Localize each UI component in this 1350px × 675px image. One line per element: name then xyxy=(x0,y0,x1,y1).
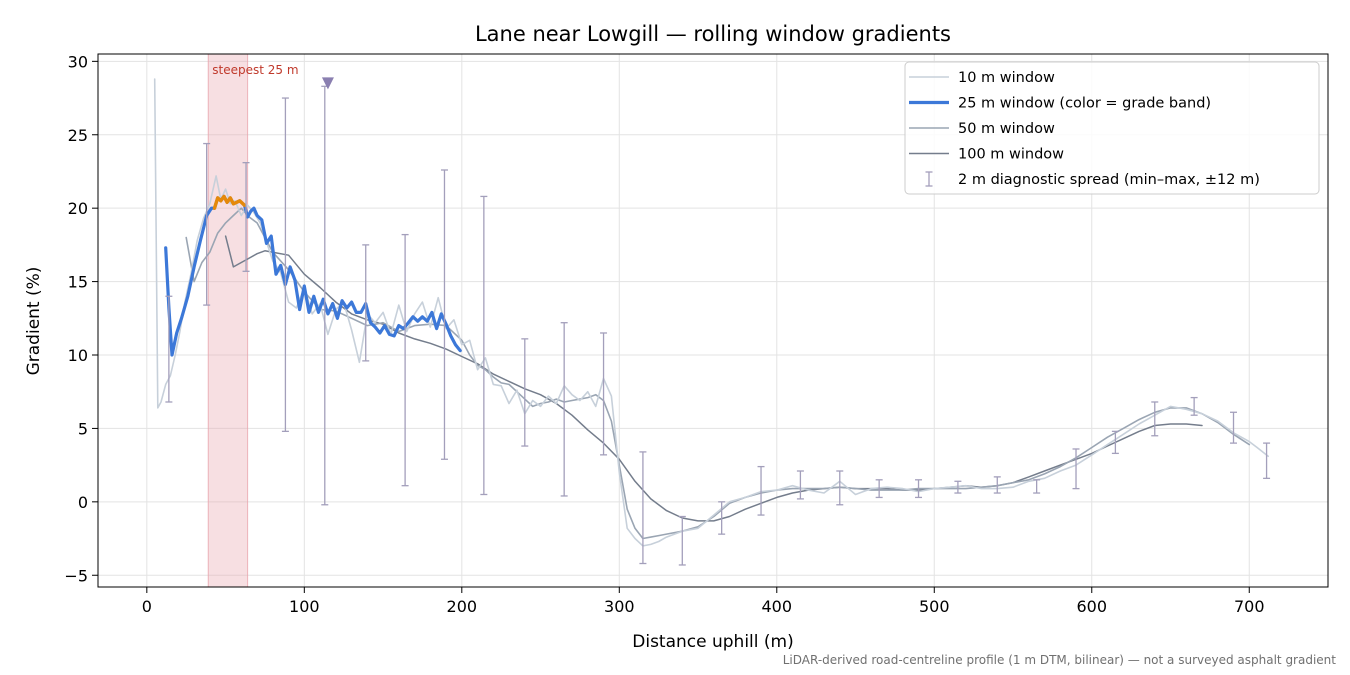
error-bar xyxy=(242,162,250,272)
legend-item: 25 m window (color = grade band) xyxy=(909,96,1211,112)
series-line-2-steep-segment xyxy=(212,194,247,210)
footnote: LiDAR-derived road-centreline profile (1… xyxy=(783,653,1337,667)
x-tick-label: 400 xyxy=(762,597,793,616)
y-tick-label: 30 xyxy=(68,52,88,71)
steepest-window-band xyxy=(207,53,249,588)
error-bar xyxy=(203,142,211,306)
x-tick-label: 0 xyxy=(142,597,152,616)
series-line-1 xyxy=(153,78,1269,547)
error-bar xyxy=(281,97,289,433)
error-bar xyxy=(600,332,608,456)
steepest-window-label: steepest 25 m xyxy=(212,63,298,77)
series-line-4 xyxy=(224,235,1203,522)
error-bar xyxy=(639,451,647,565)
y-tick-label: 25 xyxy=(68,126,88,145)
x-tick-label: 600 xyxy=(1076,597,1107,616)
x-tick-label: 300 xyxy=(604,597,635,616)
legend-item: 100 m window xyxy=(909,147,1064,163)
legend-item: 50 m window xyxy=(909,121,1055,137)
legend-item: 2 m diagnostic spread (min–max, ±12 m) xyxy=(925,171,1260,188)
y-tick-label: −5 xyxy=(64,566,88,585)
x-tick-label: 100 xyxy=(289,597,320,616)
error-bar xyxy=(1230,411,1238,444)
error-bar xyxy=(165,295,173,403)
error-bar xyxy=(993,476,1001,494)
error-bar xyxy=(718,501,726,535)
error-bar xyxy=(1111,430,1119,455)
x-tick-label: 200 xyxy=(447,597,478,616)
x-tick-label: 700 xyxy=(1234,597,1265,616)
y-tick-label: 20 xyxy=(68,199,88,218)
error-bar xyxy=(1263,442,1271,479)
chart-title: Lane near Lowgill — rolling window gradi… xyxy=(475,22,951,46)
y-tick-label: 15 xyxy=(68,273,88,292)
error-bar xyxy=(915,479,923,499)
legend-label: 25 m window (color = grade band) xyxy=(958,96,1211,112)
plot-frame xyxy=(97,53,1329,588)
error-bar xyxy=(1151,401,1159,437)
legend-label: 50 m window xyxy=(958,121,1055,137)
error-bar-layer xyxy=(165,77,1271,566)
error-bar xyxy=(440,169,448,460)
max-gradient-marker xyxy=(321,77,334,90)
legend-item: 10 m window xyxy=(909,70,1055,86)
error-bar xyxy=(836,470,844,506)
legend-label: 100 m window xyxy=(958,147,1064,163)
error-bar xyxy=(954,480,962,494)
legend: 10 m window 25 m window (color = grade ba… xyxy=(904,61,1320,195)
y-axis-label: Gradient (%) xyxy=(24,267,44,376)
error-bar xyxy=(1190,396,1198,416)
error-bar xyxy=(1072,448,1080,490)
error-bar xyxy=(401,233,409,487)
legend-label: 2 m diagnostic spread (min–max, ±12 m) xyxy=(958,172,1260,188)
x-tick-label: 500 xyxy=(919,597,950,616)
legend-label: 10 m window xyxy=(958,70,1055,86)
error-bar xyxy=(362,244,370,362)
error-bar xyxy=(678,515,686,566)
error-bar xyxy=(796,470,804,500)
y-tick-label: 0 xyxy=(78,493,88,512)
error-bar xyxy=(560,322,568,497)
y-tick-label: 10 xyxy=(68,346,88,365)
error-bar xyxy=(480,195,488,496)
error-bar xyxy=(1033,479,1041,494)
error-bar xyxy=(875,479,883,499)
x-axis-label: Distance uphill (m) xyxy=(632,632,793,652)
error-bar xyxy=(521,338,529,447)
x-axis-ticks: 0 100 200 300 400 500 600 700 xyxy=(142,587,1265,616)
y-tick-label: 5 xyxy=(78,419,88,438)
error-bar xyxy=(757,465,765,516)
legend-box xyxy=(904,61,1320,195)
y-axis-ticks: −5 0 5 10 15 20 25 30 xyxy=(64,52,98,585)
